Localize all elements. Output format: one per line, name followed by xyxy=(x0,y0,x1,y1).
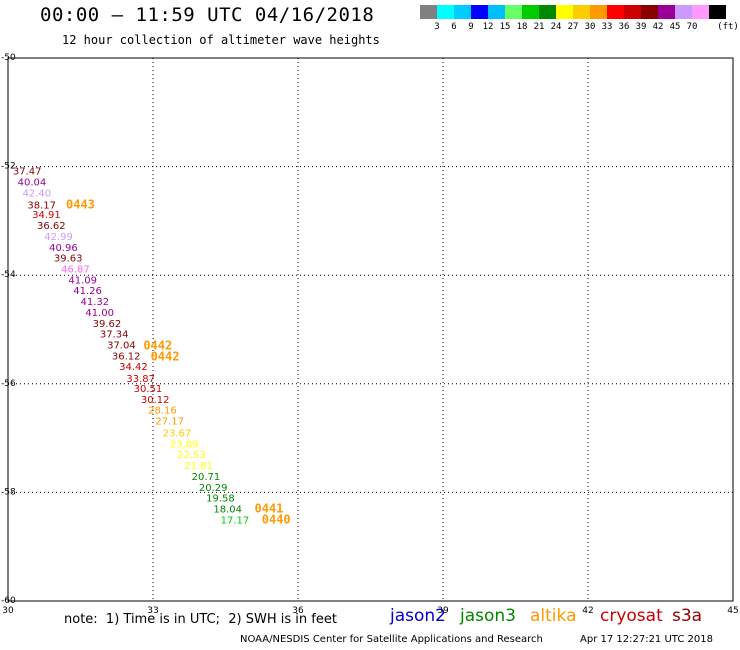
scale-swatch xyxy=(522,5,539,19)
page-subtitle: 12 hour collection of altimeter wave hei… xyxy=(62,33,380,47)
scale-label: 70 xyxy=(686,22,698,32)
wave-height-label: 34.42 xyxy=(119,362,148,373)
wave-height-label: 28.16 xyxy=(148,406,177,417)
y-tick-label: -50 xyxy=(1,53,16,63)
wave-height-label: 18.04 xyxy=(213,504,242,515)
wave-height-label: 41.32 xyxy=(81,297,110,308)
y-tick-label: -52 xyxy=(1,162,16,172)
wave-height-label: 39.63 xyxy=(54,254,83,265)
scale-label: 12 xyxy=(482,22,494,32)
footer-note: note: 1) Time is in UTC; 2) SWH is in fe… xyxy=(64,612,337,627)
scale-label: 18 xyxy=(516,22,528,32)
wave-height-label: 34.91 xyxy=(32,210,61,221)
scale-label: 6 xyxy=(451,22,457,32)
scale-unit-label: (ft) xyxy=(717,22,739,32)
timestamp-text: Apr 17 12:27:21 UTC 2018 xyxy=(580,634,713,645)
credit-text: NOAA/NESDIS Center for Satellite Applica… xyxy=(240,634,543,645)
scale-label: 9 xyxy=(468,22,474,32)
scale-label: 27 xyxy=(567,22,579,32)
scale-label: 30 xyxy=(584,22,596,32)
x-tick-label: 45 xyxy=(727,606,738,616)
wave-height-label: 36.12 xyxy=(112,351,141,362)
wave-height-label: 30.12 xyxy=(141,395,170,406)
page-title: 00:00 – 11:59 UTC 04/16/2018 xyxy=(40,4,375,26)
wave-height-label: 40.96 xyxy=(49,243,78,254)
wave-height-label: 38.17 xyxy=(27,200,56,211)
wave-height-label: 20.29 xyxy=(199,483,228,494)
wave-height-label: 37.34 xyxy=(100,330,129,341)
wave-height-label: 21.81 xyxy=(184,461,213,472)
scale-label: 21 xyxy=(533,22,545,32)
wave-height-label: 41.26 xyxy=(73,286,102,297)
wave-height-label: 41.09 xyxy=(68,275,97,286)
wave-height-label: 41.00 xyxy=(85,308,114,319)
satellite-s3a-label: s3a xyxy=(672,606,703,626)
x-tick-label: 30 xyxy=(2,606,14,616)
x-tick-label: 33 xyxy=(147,606,158,616)
satellite-altika-label: altika xyxy=(530,606,577,626)
wave-height-label: 17.17 xyxy=(221,515,250,526)
wave-height-label: 37.04 xyxy=(107,341,136,352)
wave-height-label: 46.87 xyxy=(61,264,90,275)
scale-swatch xyxy=(692,5,709,19)
satellite-jason2-label: jason2 xyxy=(390,606,446,626)
plot-frame xyxy=(7,57,734,602)
scale-label: 15 xyxy=(499,22,511,32)
y-tick-label: -58 xyxy=(1,487,16,497)
scale-label: 33 xyxy=(601,22,613,32)
scale-label: 39 xyxy=(635,22,647,32)
wave-height-label: 37.47 xyxy=(13,167,42,178)
scale-swatch xyxy=(573,5,590,19)
scale-swatch xyxy=(624,5,641,19)
wave-height-label: 23.67 xyxy=(163,428,192,439)
satellite-cryosat-label: cryosat xyxy=(600,606,663,626)
scale-label: 45 xyxy=(669,22,681,32)
pass-number-label: 0442 xyxy=(143,339,172,353)
scale-swatch xyxy=(454,5,471,19)
scale-swatch xyxy=(590,5,607,19)
x-tick-label: 39 xyxy=(437,606,449,616)
scale-swatch xyxy=(539,5,556,19)
satellite-jason3-label: jason3 xyxy=(460,606,516,626)
scale-label: 3 xyxy=(434,22,440,32)
wave-height-label: 27.17 xyxy=(155,417,184,428)
scale-swatch xyxy=(556,5,573,19)
wave-height-label: 42.99 xyxy=(44,232,73,243)
scale-swatch xyxy=(658,5,675,19)
wave-height-label: 20.71 xyxy=(192,472,221,483)
scale-swatch xyxy=(709,5,726,19)
scale-swatch xyxy=(488,5,505,19)
wave-height-label: 22.53 xyxy=(177,450,206,461)
wave-height-label: 40.04 xyxy=(18,178,47,189)
scale-swatch xyxy=(607,5,624,19)
scale-swatch xyxy=(420,5,437,19)
wave-height-label: 42.40 xyxy=(23,188,52,199)
pass-number-label: 0443 xyxy=(66,197,95,211)
wave-height-label: 36.62 xyxy=(37,221,66,232)
scale-swatch xyxy=(437,5,454,19)
scale-swatch xyxy=(675,5,692,19)
scale-label: 42 xyxy=(652,22,664,32)
pass-number-label: 0442 xyxy=(151,349,180,363)
scale-label: 36 xyxy=(618,22,630,32)
y-tick-label: -56 xyxy=(1,379,16,389)
scale-swatch xyxy=(471,5,488,19)
x-tick-label: 36 xyxy=(292,606,304,616)
wave-height-label: 39.62 xyxy=(93,319,122,330)
wave-height-label: 30.51 xyxy=(134,384,163,395)
pass-number-label: 0440 xyxy=(262,512,291,526)
y-tick-label: -60 xyxy=(1,596,16,606)
scale-swatch xyxy=(505,5,522,19)
wave-height-label: 19.58 xyxy=(206,494,235,505)
scale-swatch xyxy=(641,5,658,19)
x-tick-label: 42 xyxy=(582,606,593,616)
wave-height-label: 33.87 xyxy=(126,374,155,385)
wave-height-label: 23.89 xyxy=(170,439,199,450)
pass-number-label: 0441 xyxy=(255,501,284,515)
scale-label: 24 xyxy=(550,22,562,32)
y-tick-label: -54 xyxy=(1,270,16,280)
